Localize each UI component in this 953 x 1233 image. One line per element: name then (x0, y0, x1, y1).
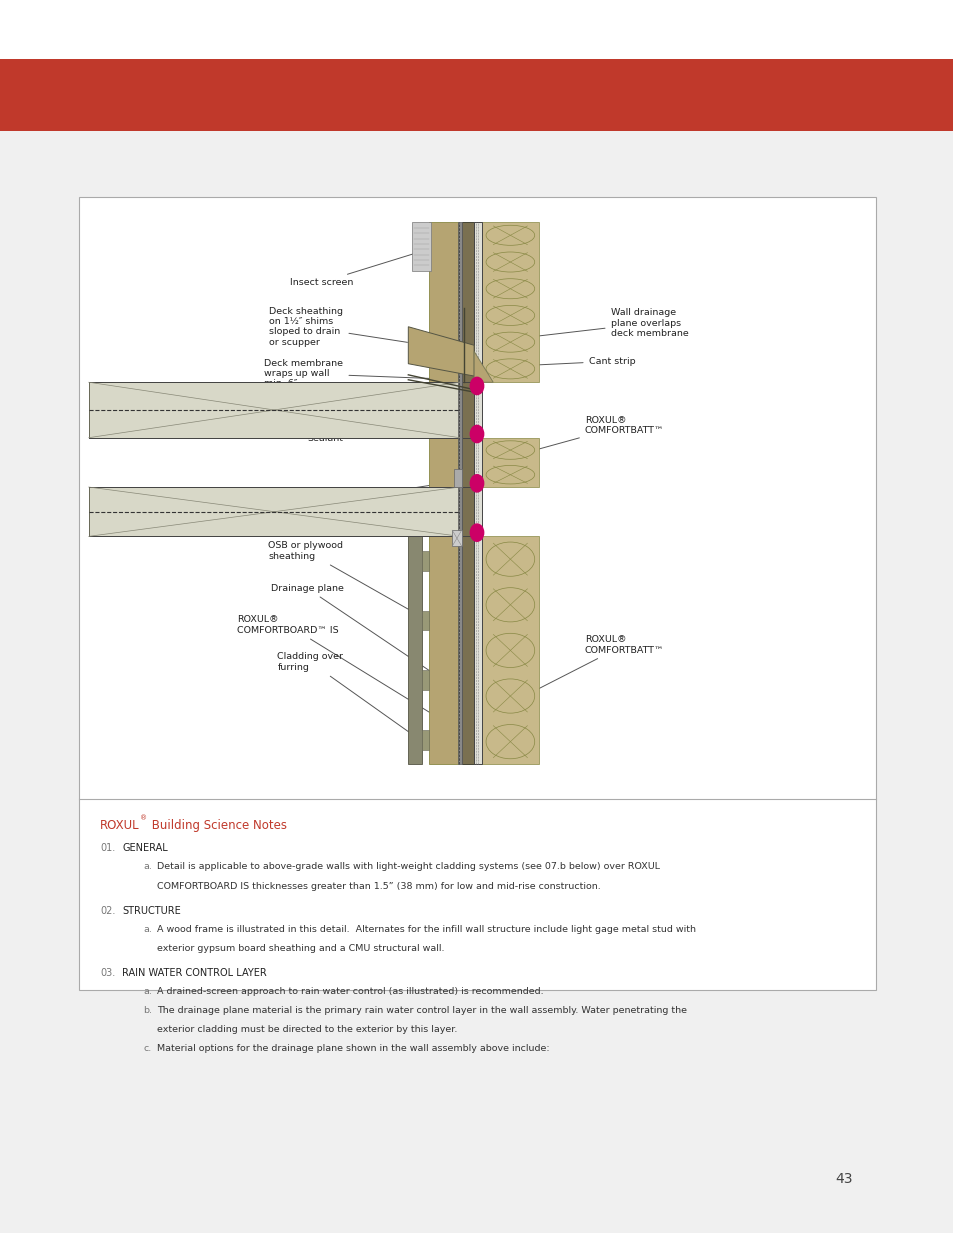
Bar (0, 0, 953, 59)
Text: A wood frame is illustrated in this detail.  Alternates for the infill wall stru: A wood frame is illustrated in this deta… (157, 925, 696, 933)
Bar (457, 222, 461, 764)
Text: Deck sheathing
on 1½″ shims
sloped to drain
or scupper: Deck sheathing on 1½″ shims sloped to dr… (269, 307, 407, 346)
Polygon shape (474, 351, 493, 382)
Bar (412, 222, 431, 271)
Bar (89, 487, 459, 536)
Ellipse shape (485, 332, 534, 353)
Bar (421, 730, 429, 750)
Text: Wall drainage
plane overlaps
deck membrane: Wall drainage plane overlaps deck membra… (461, 308, 687, 345)
Text: 01.: 01. (100, 843, 115, 853)
Bar (454, 469, 461, 487)
Bar (89, 382, 459, 438)
Circle shape (470, 377, 483, 395)
Ellipse shape (485, 306, 534, 326)
Text: a.: a. (143, 925, 152, 933)
Text: OSB or plywood
sheathing: OSB or plywood sheathing (268, 541, 461, 640)
Text: A drained-screen approach to rain water control (as illustrated) is recommended.: A drained-screen approach to rain water … (157, 988, 543, 996)
Ellipse shape (485, 252, 534, 272)
Text: The drainage plane material is the primary rain water control layer in the wall : The drainage plane material is the prima… (157, 1006, 687, 1015)
Ellipse shape (485, 359, 534, 379)
Circle shape (470, 524, 483, 541)
Bar (481, 536, 538, 764)
Bar (421, 610, 429, 630)
Bar (0, 59, 953, 131)
Text: Material options for the drainage plane shown in the wall assembly above include: Material options for the drainage plane … (157, 1044, 550, 1053)
Text: Sealant: Sealant (307, 434, 459, 444)
Text: RAIN WATER CONTROL LAYER: RAIN WATER CONTROL LAYER (122, 968, 267, 978)
Text: a.: a. (143, 988, 152, 996)
Text: 03.: 03. (100, 968, 115, 978)
Ellipse shape (485, 725, 534, 758)
Bar (461, 222, 474, 764)
Ellipse shape (485, 465, 534, 485)
Bar (421, 671, 429, 690)
Bar (429, 222, 457, 764)
Polygon shape (408, 327, 474, 376)
Ellipse shape (485, 588, 534, 621)
Text: c.: c. (143, 1044, 152, 1053)
Bar (481, 222, 538, 382)
Text: ROXUL®
COMFORTBOARD™ IS: ROXUL® COMFORTBOARD™ IS (236, 615, 432, 714)
Text: exterior cladding must be directed to the exterior by this layer.: exterior cladding must be directed to th… (157, 1026, 457, 1034)
Bar (421, 551, 429, 571)
Text: ®: ® (140, 815, 147, 821)
Text: b.: b. (143, 1006, 152, 1015)
Text: Detail is applicable to above-grade walls with light-weight cladding systems (se: Detail is applicable to above-grade wall… (157, 863, 659, 872)
Text: Cladding over
furring: Cladding over furring (277, 652, 409, 732)
Text: ROXUL®
COMFORTBATT™: ROXUL® COMFORTBATT™ (537, 416, 663, 449)
Bar (0, 131, 953, 1233)
Text: GENERAL: GENERAL (122, 843, 168, 853)
Bar (408, 536, 421, 764)
Text: 02.: 02. (100, 906, 115, 916)
Ellipse shape (485, 279, 534, 298)
Circle shape (470, 425, 483, 443)
Text: 43: 43 (835, 1173, 852, 1186)
Text: Drainage plane: Drainage plane (271, 583, 456, 689)
Text: Building Science Notes: Building Science Notes (148, 819, 287, 832)
Bar (481, 438, 538, 487)
Bar (452, 530, 461, 546)
Text: ROXUL®
COMFORTBATT™: ROXUL® COMFORTBATT™ (537, 635, 663, 689)
Text: Cant strip: Cant strip (488, 356, 635, 367)
Ellipse shape (485, 440, 534, 460)
Text: exterior gypsum board sheathing and a CMU structural wall.: exterior gypsum board sheathing and a CM… (157, 944, 444, 953)
Text: a.: a. (143, 863, 152, 872)
Text: Insect screen: Insect screen (290, 254, 414, 287)
Text: Deck membrane
wraps up wall
min. 6″: Deck membrane wraps up wall min. 6″ (264, 359, 461, 388)
Ellipse shape (485, 634, 534, 667)
Ellipse shape (485, 226, 534, 245)
Text: ROXUL: ROXUL (100, 819, 140, 832)
Ellipse shape (485, 543, 534, 576)
Circle shape (470, 475, 483, 492)
Text: COMFORTBOARD IS thicknesses greater than 1.5” (38 mm) for low and mid-rise const: COMFORTBOARD IS thicknesses greater than… (157, 882, 600, 890)
Ellipse shape (485, 679, 534, 713)
Text: STRUCTURE: STRUCTURE (122, 906, 181, 916)
Bar (474, 222, 481, 764)
Text: Minimum 2″ lap of
drainage plane on
blocking: Minimum 2″ lap of drainage plane on bloc… (256, 481, 456, 520)
Bar (79, 197, 875, 990)
